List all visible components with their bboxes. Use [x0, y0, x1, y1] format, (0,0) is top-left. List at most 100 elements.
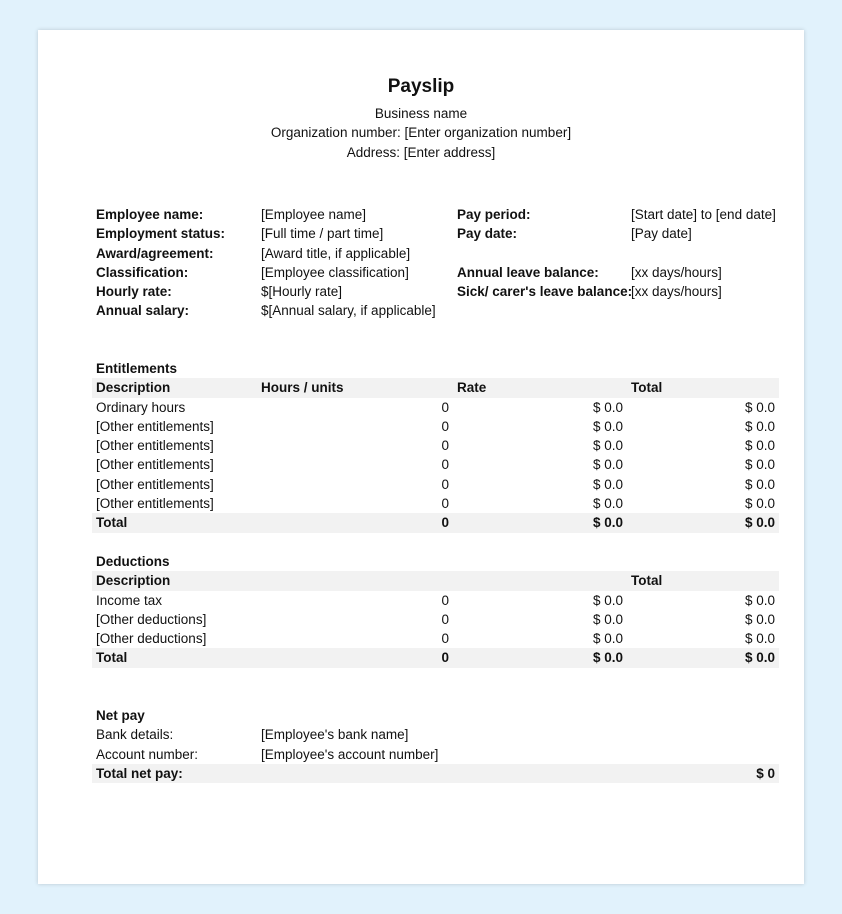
- column-header: Description: [96, 380, 171, 396]
- info-label: Annual leave balance:: [457, 264, 599, 280]
- numeric-cell: $ 0.0: [744, 611, 775, 627]
- info-row: Classification: [Employee classification]…: [92, 263, 779, 282]
- description-cell: [Other entitlements]: [96, 476, 214, 492]
- numeric-cell: $ 0.0: [744, 399, 775, 415]
- numeric-cell: 0: [441, 476, 449, 492]
- info-value: $[Hourly rate]: [261, 284, 343, 300]
- column-header: Description: [96, 573, 171, 589]
- total-net-pay-label: Total net pay:: [96, 765, 183, 781]
- numeric-cell: 0: [441, 438, 449, 454]
- description-cell: Income tax: [96, 592, 163, 608]
- total-label: Total: [96, 515, 128, 531]
- table-header: Description Hours / units Rate Total: [92, 378, 779, 398]
- section-title-text: Deductions: [96, 554, 170, 569]
- info-value: [Pay date]: [631, 226, 692, 242]
- info-value: [Full time / part time]: [261, 226, 384, 242]
- account-label: Account number:: [96, 746, 199, 762]
- numeric-cell: 0: [441, 399, 449, 415]
- column-header: [453, 571, 627, 590]
- numeric-cell: $ 0.0: [744, 592, 775, 608]
- numeric-cell: $ 0.0: [744, 496, 775, 512]
- info-row: Annual salary: $[Annual salary, if applic…: [92, 301, 779, 320]
- table-row: [Other entitlements] 0 $ 0.0 $ 0.0: [92, 494, 779, 513]
- column-header: Total: [631, 380, 663, 396]
- column-header: Total: [631, 573, 663, 589]
- table-row: Ordinary hours 0 $ 0.0 $ 0.0: [92, 398, 779, 417]
- info-value: [Start date] to [end date]: [631, 207, 776, 222]
- info-value: [Employee classification]: [261, 264, 409, 280]
- table-row: [Other entitlements] 0 $ 0.0 $ 0.0: [92, 475, 779, 494]
- info-row: Employee name: [Employee name] Pay period:…: [92, 205, 779, 224]
- numeric-cell: 0: [441, 457, 449, 473]
- numeric-cell: $ 0.0: [744, 476, 775, 492]
- info-label: Annual salary:: [96, 303, 190, 319]
- numeric-cell: $ 0.0: [744, 457, 775, 473]
- info-label: Award/agreement:: [96, 245, 214, 261]
- description-cell: Ordinary hours: [96, 399, 186, 415]
- info-label: Employment status:: [96, 226, 226, 242]
- total-cell: $ 0.0: [592, 515, 623, 531]
- info-label: Hourly rate:: [96, 284, 172, 300]
- entitlements-table: Entitlements Description Hours / units Rate…: [92, 359, 779, 533]
- numeric-cell: $ 0.0: [592, 399, 623, 415]
- info-label: Employee name:: [96, 207, 204, 222]
- info-label: Pay date:: [457, 226, 518, 242]
- info-value: [627, 301, 779, 320]
- column-header: Hours / units: [261, 380, 344, 396]
- numeric-cell: 0: [441, 631, 449, 647]
- total-cell: $ 0.0: [744, 650, 775, 666]
- bank-label: Bank details:: [96, 727, 174, 743]
- info-label: [453, 244, 627, 263]
- deductions-table: Deductions Description Total Income tax 0 $ 0…: [92, 552, 779, 668]
- table-row: [Other entitlements] 0 $ 0.0 $ 0.0: [92, 436, 779, 455]
- total-row: Total 0 $ 0.0 $ 0.0: [92, 513, 779, 533]
- info-label: Classification:: [96, 264, 189, 280]
- bank-value: [Employee's bank name]: [261, 727, 409, 743]
- numeric-cell: 0: [441, 611, 449, 627]
- description-cell: [Other entitlements]: [96, 438, 214, 454]
- address: Address: [Enter address]: [346, 145, 496, 160]
- table-row: [Other deductions] 0 $ 0.0 $ 0.0: [92, 629, 779, 648]
- numeric-cell: $ 0.0: [744, 438, 775, 454]
- section-title: Entitlements: [92, 359, 779, 378]
- numeric-cell: $ 0.0: [592, 438, 623, 454]
- total-cell: 0: [441, 515, 449, 531]
- numeric-cell: $ 0.0: [592, 418, 623, 434]
- total-cell: $ 0.0: [744, 515, 775, 531]
- info-label: Pay period:: [457, 207, 531, 222]
- numeric-cell: 0: [441, 496, 449, 512]
- total-cell: 0: [441, 650, 449, 666]
- numeric-cell: 0: [441, 418, 449, 434]
- numeric-cell: 0: [441, 592, 449, 608]
- numeric-cell: $ 0.0: [592, 476, 623, 492]
- info-value: $[Annual salary, if applicable]: [261, 303, 436, 319]
- table-header: Description Total: [92, 571, 779, 591]
- description-cell: [Other entitlements]: [96, 418, 214, 434]
- numeric-cell: $ 0.0: [592, 496, 623, 512]
- total-label: Total: [96, 650, 128, 666]
- description-cell: [Other deductions]: [96, 611, 207, 627]
- info-row: Hourly rate: $[Hourly rate] Sick/ carer's …: [92, 282, 779, 301]
- column-header: [257, 571, 453, 590]
- total-cell: $ 0.0: [592, 650, 623, 666]
- description-cell: [Other entitlements]: [96, 496, 214, 512]
- organization-number: Organization number: [Enter organization…: [270, 125, 572, 140]
- section-title-text: Entitlements: [96, 361, 178, 376]
- numeric-cell: $ 0.0: [592, 457, 623, 473]
- column-header: Rate: [457, 380, 487, 396]
- numeric-cell: $ 0.0: [592, 592, 623, 608]
- table-row: [Other entitlements] 0 $ 0.0 $ 0.0: [92, 417, 779, 436]
- total-net-pay-value: $ 0: [756, 765, 775, 781]
- section-title: Deductions: [92, 552, 779, 571]
- numeric-cell: $ 0.0: [592, 611, 623, 627]
- table-row: [Other deductions] 0 $ 0.0 $ 0.0: [92, 610, 779, 629]
- info-value: [xx days/hours]: [631, 284, 722, 300]
- info-value: [Employee name]: [261, 207, 367, 222]
- total-row: Total 0 $ 0.0 $ 0.0: [92, 648, 779, 668]
- info-label: Sick/ carer's leave balance:: [457, 284, 633, 300]
- numeric-cell: $ 0.0: [744, 418, 775, 434]
- net-pay-section: Net pay Bank details: [Employee's bank na…: [92, 706, 779, 784]
- table-row: [Other entitlements] 0 $ 0.0 $ 0.0: [92, 455, 779, 474]
- net-pay-title: Net pay: [96, 708, 145, 723]
- numeric-cell: $ 0.0: [744, 631, 775, 647]
